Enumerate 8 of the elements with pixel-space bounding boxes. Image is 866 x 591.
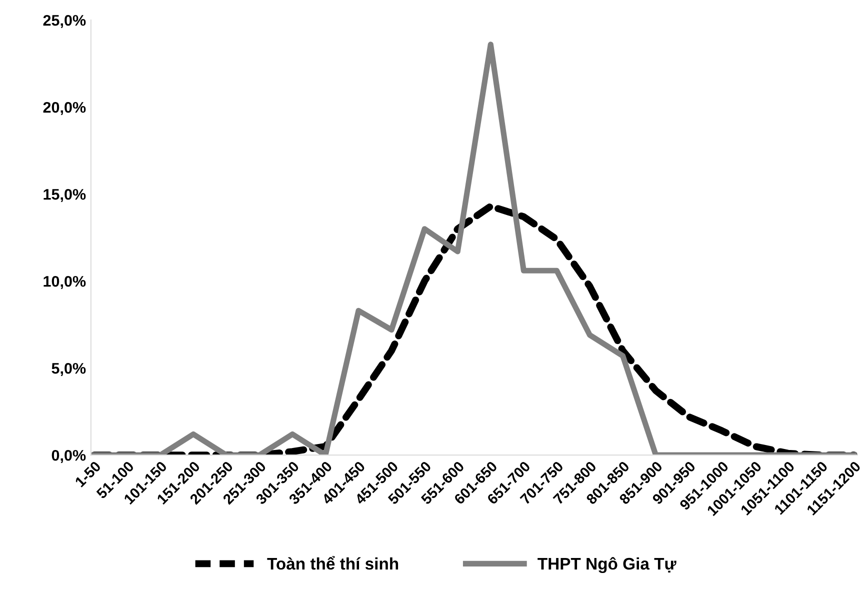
y-tick-label: 15,0% xyxy=(44,188,86,202)
y-tick-label: 5,0% xyxy=(52,362,86,376)
y-tick-label: 25,0% xyxy=(43,14,86,28)
y-tick-label: 10,0% xyxy=(44,276,86,289)
legend-label: Toàn thể thí sinh xyxy=(267,556,398,570)
legend-label: THPT Ngô Gia Tự xyxy=(538,557,676,574)
y-tick-label: 0,0% xyxy=(52,450,86,463)
y-tick-label: 20,0% xyxy=(43,102,86,115)
